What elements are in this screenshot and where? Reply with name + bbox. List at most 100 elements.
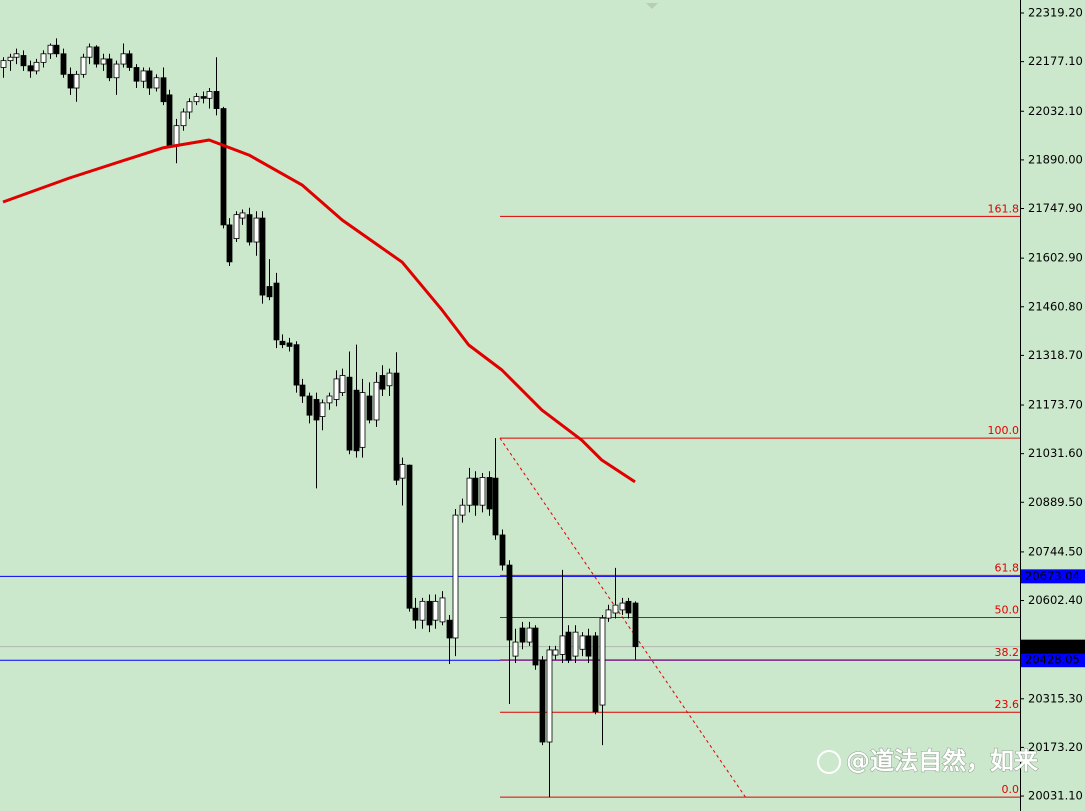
candle-body	[632, 602, 639, 648]
candle-body	[432, 600, 439, 621]
candle-body	[439, 597, 446, 623]
y-tick-label: 20889.50	[1028, 495, 1083, 509]
y-tick-label: 22177.10	[1028, 54, 1083, 68]
candle-body	[326, 395, 333, 404]
candle-body	[160, 77, 167, 103]
candle-body	[47, 44, 54, 55]
fib-level-label: 161.8	[988, 202, 1020, 215]
candle-body	[313, 399, 320, 421]
candle-body	[73, 73, 80, 89]
candle-body	[619, 602, 626, 611]
candle-body	[146, 70, 153, 89]
candle-body	[333, 378, 340, 400]
candle-body	[579, 635, 586, 650]
candle-body	[100, 58, 107, 65]
candle-body	[366, 395, 373, 421]
candle-body	[459, 504, 466, 516]
shift-marker	[646, 3, 658, 9]
candle-body	[0, 60, 7, 68]
y-tick-label: 21460.80	[1028, 299, 1083, 313]
y-tick-label: 20744.50	[1028, 544, 1083, 558]
candle-body	[359, 392, 366, 448]
candle-body	[546, 649, 553, 743]
candle-body	[559, 635, 566, 655]
candle-body	[486, 477, 493, 510]
price-label-box	[1021, 653, 1085, 668]
candle-body	[7, 56, 14, 62]
candle-body	[466, 477, 473, 506]
price-label-box	[1021, 639, 1085, 654]
y-tick-label: 21890.00	[1028, 152, 1083, 166]
candle-body	[133, 67, 140, 82]
candle-body	[585, 635, 592, 657]
candle-body	[200, 96, 207, 99]
fib-trendline	[499, 437, 746, 798]
candle-body	[106, 58, 113, 79]
fib-level-label: 0.0	[1002, 783, 1020, 796]
watermark: @道法自然，如来	[846, 747, 1039, 775]
candle-body	[153, 77, 160, 89]
candle-body	[599, 617, 606, 706]
watermark-icon	[817, 750, 841, 774]
candle-body	[472, 477, 479, 506]
candle-body	[246, 214, 253, 243]
candle-body	[173, 125, 180, 147]
y-tick-label: 20173.20	[1028, 740, 1083, 754]
candle-body	[526, 627, 533, 643]
candle-body	[259, 217, 266, 296]
candle-body	[293, 344, 300, 386]
price-label-box	[1021, 569, 1085, 584]
candle-body	[612, 604, 619, 614]
candle-body	[412, 607, 419, 621]
candle-body	[13, 53, 20, 58]
candle-body	[286, 342, 293, 347]
candle-body	[206, 91, 213, 99]
candle-body	[67, 73, 74, 89]
candle-body	[506, 564, 513, 641]
y-tick-label: 21318.70	[1028, 348, 1083, 362]
candle-body	[452, 514, 459, 639]
y-tick-label: 20602.40	[1028, 593, 1083, 607]
candle-body	[213, 91, 220, 109]
candle-body	[406, 464, 413, 609]
candle-body	[166, 94, 173, 147]
candle-body	[393, 372, 400, 481]
y-tick-label: 20031.10	[1028, 789, 1083, 803]
candle-body	[220, 108, 227, 226]
candle-body	[40, 53, 47, 63]
candle-body	[519, 627, 526, 643]
price-label: 20467.60	[1025, 639, 1080, 653]
candle-body	[346, 376, 353, 451]
candle-body	[379, 375, 386, 390]
candle-body	[306, 395, 313, 416]
candle-body	[126, 53, 133, 68]
candle-body	[625, 600, 632, 614]
candle-body	[60, 53, 67, 75]
candle-body	[386, 372, 393, 387]
y-tick-label: 20315.30	[1028, 691, 1083, 705]
y-tick-label: 22032.10	[1028, 104, 1083, 118]
moving-average	[2, 138, 636, 484]
fib-level-label: 23.6	[995, 698, 1020, 711]
candle-body	[339, 375, 346, 393]
y-tick-label: 21173.70	[1028, 398, 1083, 412]
candle-body	[233, 214, 240, 239]
candle-body	[266, 286, 273, 298]
candle-body	[279, 340, 286, 346]
candle-body	[20, 55, 27, 67]
candle-body	[239, 212, 246, 219]
candle-body	[80, 56, 87, 75]
candle-body	[27, 65, 34, 72]
candle-body	[253, 217, 260, 243]
candle-body	[605, 609, 612, 619]
candle-body	[53, 44, 60, 55]
y-tick-label: 22319.20	[1028, 6, 1083, 20]
candle-body	[399, 464, 406, 479]
candle-body	[353, 389, 360, 452]
candle-body	[539, 659, 546, 743]
candle-body	[419, 600, 426, 621]
candle-body	[565, 631, 572, 661]
candle-body	[33, 61, 40, 72]
candle-body	[592, 635, 599, 713]
y-tick-label: 21031.60	[1028, 446, 1083, 460]
